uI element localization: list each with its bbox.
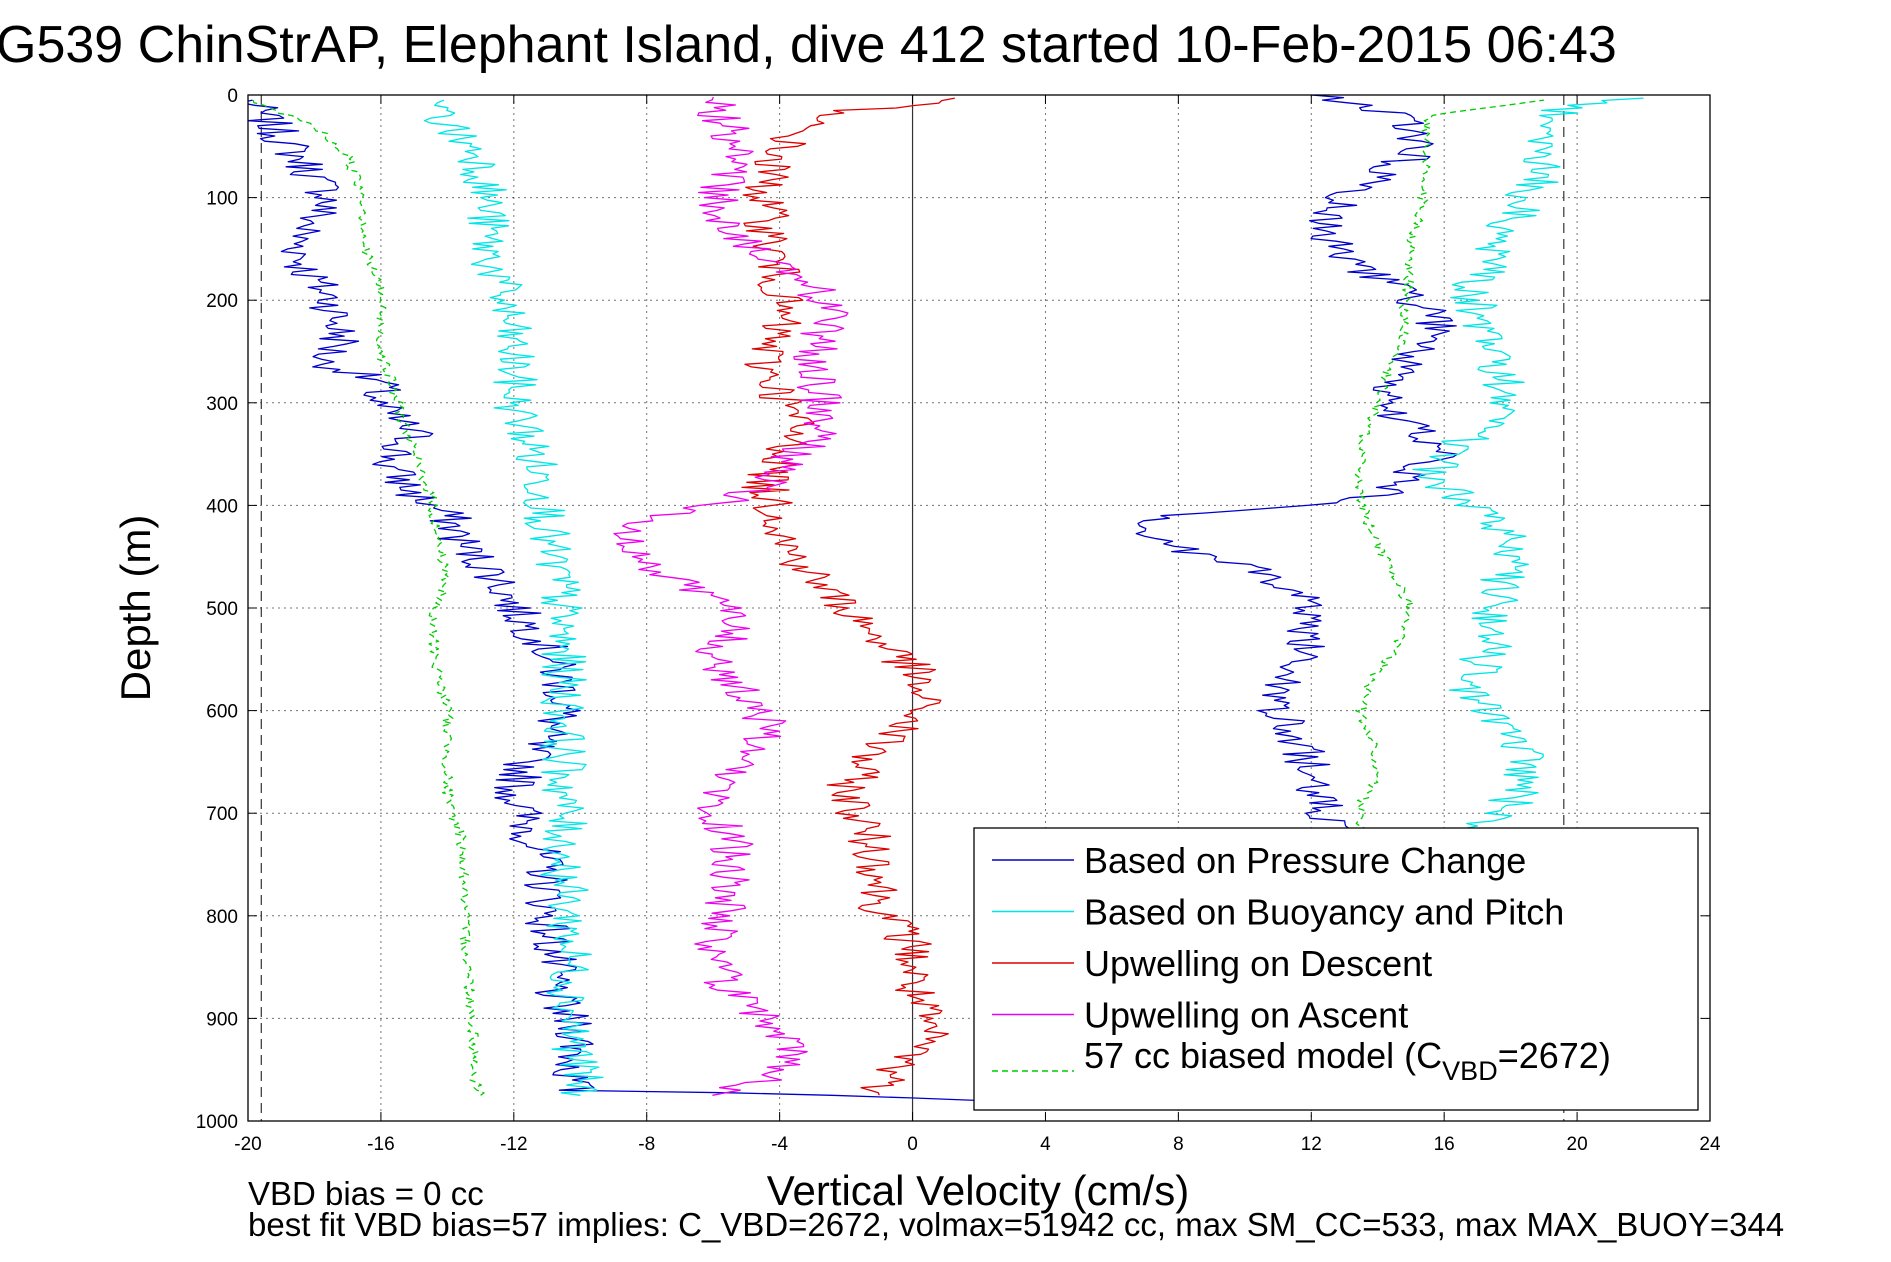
x-tick-label: -4 [771,1134,788,1155]
y-axis-ticks: 0 100 200 300 400 500 600 700 800 900 1000 [196,86,1710,1133]
data-series [248,95,1644,1102]
x-tick-label: -20 [234,1134,261,1155]
series-line-3-descent [741,97,955,1096]
series-line-5-descent [252,99,485,1096]
x-tick-label: 4 [1040,1134,1051,1155]
x-tick-label: -12 [500,1134,527,1155]
x-tick-label: 8 [1173,1134,1184,1155]
x-tick-label: 0 [907,1134,918,1155]
y-tick-label: 700 [206,804,238,825]
x-axis-label: Vertical Velocity (cm/s) [767,1167,1189,1214]
x-axis-ticks: -20 -16 -12 -8 -4 0 4 8 12 16 20 24 [234,95,1721,1155]
y-tick-label: 300 [206,394,238,415]
legend-label: Upwelling on Descent [1084,943,1432,984]
y-tick-label: 600 [206,702,238,723]
y-tick-label: 1000 [196,1112,238,1133]
y-tick-label: 0 [227,86,238,107]
legend: Based on Pressure Change Based on Buoyanc… [973,827,1699,1111]
legend-label: Upwelling on Ascent [1084,995,1408,1036]
y-tick-label: 800 [206,907,238,928]
x-tick-label: -16 [367,1134,394,1155]
best-fit-note: best fit VBD bias=57 implies: C_VBD=2672… [248,1206,1784,1243]
y-tick-label: 500 [206,599,238,620]
y-tick-label: 100 [206,189,238,210]
legend-label: Based on Pressure Change [1084,840,1526,881]
x-tick-label: 20 [1567,1134,1588,1155]
y-axis-label: Depth (m) [112,515,159,702]
vbd-bias-note: VBD bias = 0 cc [248,1175,484,1212]
series-line-5-ascent [1354,99,1544,835]
x-tick-label: 24 [1699,1134,1721,1155]
series-line-4-ascent [613,96,849,1096]
series-line-2-ascent [1412,97,1644,835]
x-tick-label: 12 [1301,1134,1322,1155]
y-tick-label: 200 [206,291,238,312]
chart-title: G539 ChinStrAP, Elephant Island, dive 41… [0,16,1617,74]
x-tick-label: -8 [638,1134,655,1155]
legend-label: 57 cc biased model (CVBD=2672) [1084,1035,1611,1086]
series-line-1-descent [248,99,980,1102]
y-tick-label: 400 [206,496,238,517]
y-tick-label: 900 [206,1009,238,1030]
legend-label: Based on Buoyancy and Pitch [1084,892,1564,933]
legend-box [973,827,1699,1111]
x-tick-label: 16 [1434,1134,1455,1155]
series-line-2-descent [423,99,604,1096]
